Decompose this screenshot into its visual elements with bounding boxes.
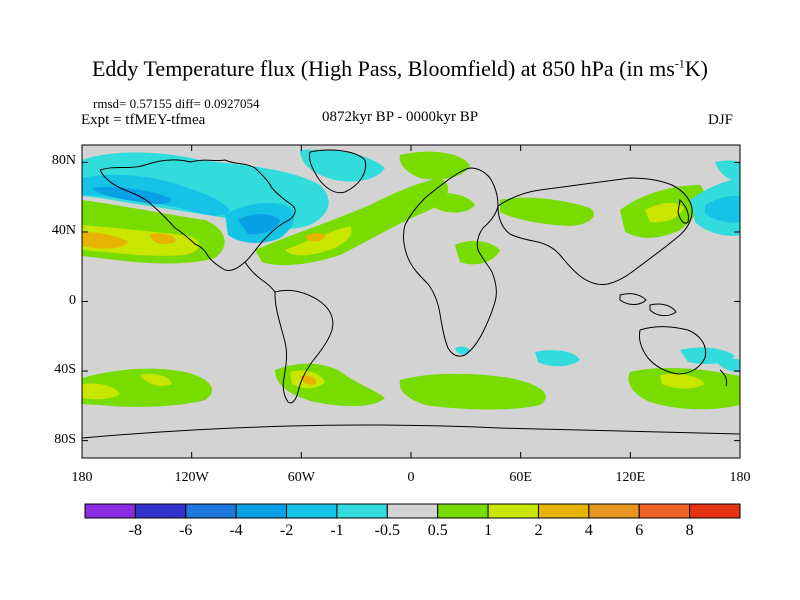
colorbar-swatch [638, 503, 691, 519]
stats-label: rmsd= 0.57155 diff= 0.0927054 [93, 96, 260, 111]
coastlines [82, 149, 740, 439]
colorbar-level-label: 2 [534, 522, 543, 539]
flux-region [455, 240, 500, 265]
flux-region [715, 358, 740, 372]
experiment-label: Expt = tfMEY-tfmea [81, 112, 206, 128]
flux-region [660, 374, 705, 389]
lon-tick-label: 60W [287, 470, 315, 485]
flux-region [628, 368, 740, 410]
colorbar-swatch [286, 503, 338, 519]
lon-tick-label: 0 [407, 470, 415, 485]
lon-tick-label: 120E [615, 470, 646, 485]
colorbar-swatch [185, 503, 237, 519]
flux-region [500, 197, 594, 226]
lat-tick-label: 40N [51, 222, 76, 238]
lat-tick-label: 40S [54, 362, 76, 378]
colorbar-level-label: -8 [128, 522, 143, 539]
flux-region [92, 187, 171, 205]
colorbar-level-label: -0.5 [374, 522, 400, 539]
flux-region [238, 214, 280, 235]
colorbar [84, 503, 741, 519]
flux-region [715, 160, 740, 181]
flux-region [705, 195, 740, 223]
lon-tick-label: 60E [509, 470, 532, 485]
flux-region [399, 373, 546, 410]
lat-tick-label: 80N [51, 153, 76, 169]
colorbar-swatch [537, 503, 590, 519]
lon-tick-label: 120W [174, 470, 209, 485]
axis-ticks [81, 145, 741, 458]
lat-tick-label: 80S [54, 431, 76, 447]
flux-region [82, 232, 128, 249]
flux-region [455, 346, 470, 355]
flux-region [535, 350, 580, 367]
colorbar-swatch [84, 503, 136, 519]
colorbar-swatch [386, 503, 439, 519]
colorbar-level-label: 0.5 [427, 522, 448, 539]
period-label: 0872kyr BP - 0000kyr BP [321, 109, 479, 125]
season-label: DJF [708, 112, 734, 128]
colorbar-level-label: -2 [279, 522, 294, 539]
lat-tick-label: 0 [69, 292, 76, 308]
colorbar-swatch [588, 503, 640, 519]
flux-region [300, 375, 317, 385]
colorbar-swatch [134, 503, 187, 519]
colorbar-level-label: -1 [330, 522, 344, 539]
lon-tick-label: 180 [729, 470, 751, 485]
colorbar-level-label: 1 [484, 522, 493, 539]
lon-tick-label: 180 [71, 470, 93, 485]
colorbar-swatch [336, 503, 388, 519]
flux-region [82, 368, 213, 407]
colorbar-level-label: 6 [635, 522, 644, 539]
flux-region [150, 233, 176, 244]
colorbar-level-label: 8 [685, 522, 694, 539]
colorbar-level-label: -4 [229, 522, 243, 539]
colorbar-level-label: 4 [584, 522, 593, 539]
flux-region [305, 233, 326, 242]
colorbar-level-label: -6 [179, 522, 193, 539]
map-title: Eddy Temperature flux (High Pass, Bloomf… [91, 56, 708, 81]
flux-region [430, 193, 475, 213]
colorbar-swatch [487, 503, 539, 519]
flux-region [140, 374, 172, 386]
colorbar-swatch [689, 503, 741, 519]
flux-region [399, 151, 470, 180]
flux-region [645, 202, 684, 223]
colorbar-swatch [437, 503, 489, 519]
flux-region [82, 383, 120, 400]
colorbar-swatch [235, 503, 288, 519]
